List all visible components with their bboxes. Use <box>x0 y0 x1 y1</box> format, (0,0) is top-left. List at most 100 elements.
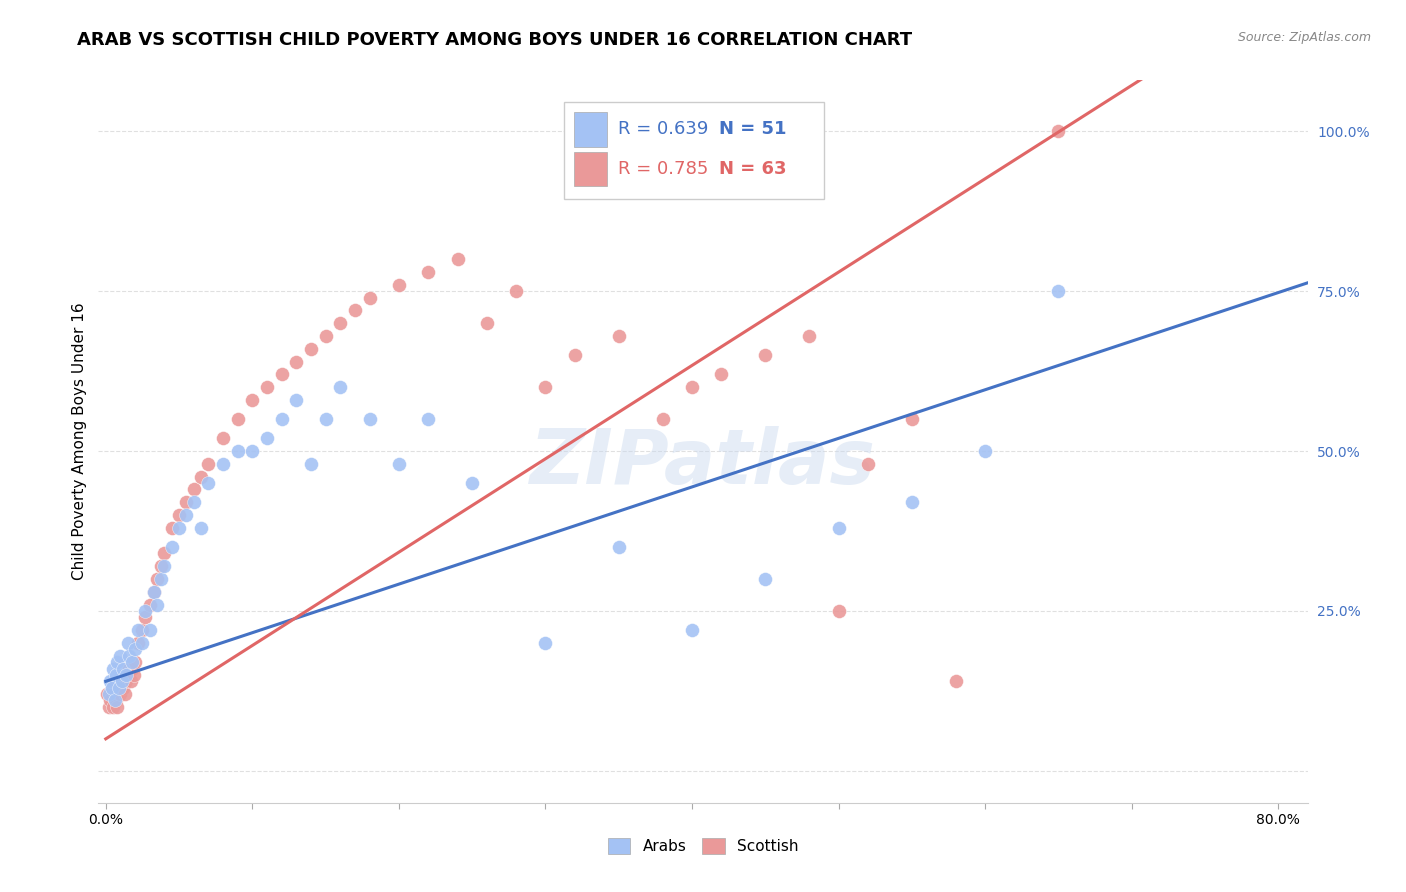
Text: N = 63: N = 63 <box>718 161 786 178</box>
Point <box>299 342 322 356</box>
Point <box>127 636 149 650</box>
Point <box>534 380 557 394</box>
Point <box>329 316 352 330</box>
Point <box>97 687 120 701</box>
Legend: Arabs, Scottish: Arabs, Scottish <box>602 832 804 860</box>
Point <box>197 476 219 491</box>
Point <box>120 674 142 689</box>
Point <box>240 392 263 407</box>
Point <box>418 265 440 279</box>
Point <box>315 412 337 426</box>
Point <box>856 457 879 471</box>
Point <box>475 316 498 330</box>
Point <box>212 457 235 471</box>
Point <box>118 648 141 663</box>
Point <box>105 668 128 682</box>
Point <box>315 329 337 343</box>
Point <box>98 674 121 689</box>
Point <box>98 693 121 707</box>
Point <box>131 623 153 637</box>
Point <box>115 674 138 689</box>
Point <box>167 521 190 535</box>
Point <box>105 693 128 707</box>
Point <box>607 329 630 343</box>
Point <box>256 380 278 394</box>
Point <box>505 285 527 299</box>
Point <box>167 508 190 522</box>
Point <box>710 368 733 382</box>
Point <box>153 559 176 574</box>
Text: ARAB VS SCOTTISH CHILD POVERTY AMONG BOYS UNDER 16 CORRELATION CHART: ARAB VS SCOTTISH CHILD POVERTY AMONG BOY… <box>77 31 912 49</box>
Point <box>112 661 135 675</box>
Point <box>150 572 173 586</box>
Point <box>388 457 411 471</box>
FancyBboxPatch shape <box>564 102 824 200</box>
Point <box>101 661 124 675</box>
Point <box>183 483 205 497</box>
Point <box>212 431 235 445</box>
Text: ZIPatlas: ZIPatlas <box>530 426 876 500</box>
Point <box>945 674 967 689</box>
Text: Source: ZipAtlas.com: Source: ZipAtlas.com <box>1237 31 1371 45</box>
Point <box>121 661 143 675</box>
Point <box>122 668 145 682</box>
Point <box>121 655 143 669</box>
Point <box>134 610 156 624</box>
Point <box>176 495 198 509</box>
Point <box>100 681 122 695</box>
Point <box>124 642 146 657</box>
Point <box>799 329 821 343</box>
Point <box>388 277 411 292</box>
Point <box>827 604 849 618</box>
Point <box>827 521 849 535</box>
Point <box>285 392 308 407</box>
Point <box>111 674 134 689</box>
Point <box>117 636 139 650</box>
Point <box>270 368 292 382</box>
Point <box>1047 285 1070 299</box>
Point <box>446 252 468 267</box>
Point <box>108 681 131 695</box>
FancyBboxPatch shape <box>574 152 607 186</box>
Text: R = 0.639: R = 0.639 <box>619 120 709 138</box>
FancyBboxPatch shape <box>574 112 607 147</box>
Point <box>343 303 366 318</box>
Point <box>111 674 134 689</box>
Point <box>96 687 118 701</box>
Point <box>115 668 138 682</box>
Point <box>226 412 249 426</box>
Point <box>299 457 322 471</box>
Point <box>118 661 141 675</box>
Point <box>197 457 219 471</box>
Point <box>651 412 673 426</box>
Point <box>183 495 205 509</box>
Point <box>127 623 149 637</box>
Point <box>226 444 249 458</box>
Point <box>103 693 125 707</box>
Point <box>100 681 122 695</box>
Point <box>974 444 997 458</box>
Point <box>114 687 136 701</box>
Point <box>146 572 169 586</box>
Point <box>107 699 129 714</box>
Point <box>176 508 198 522</box>
Point <box>681 380 703 394</box>
Point <box>754 348 776 362</box>
Point <box>138 623 160 637</box>
Point <box>1047 124 1070 138</box>
Point <box>901 495 924 509</box>
Point <box>901 412 924 426</box>
Point <box>160 540 183 554</box>
Y-axis label: Child Poverty Among Boys Under 16: Child Poverty Among Boys Under 16 <box>72 302 87 581</box>
Point <box>270 412 292 426</box>
Point <box>190 521 212 535</box>
Point <box>461 476 484 491</box>
Point <box>160 521 183 535</box>
Point <box>101 699 124 714</box>
Text: N = 51: N = 51 <box>718 120 786 138</box>
Point <box>534 636 557 650</box>
Point <box>240 444 263 458</box>
Point <box>108 681 131 695</box>
Point <box>359 291 381 305</box>
Point <box>681 623 703 637</box>
